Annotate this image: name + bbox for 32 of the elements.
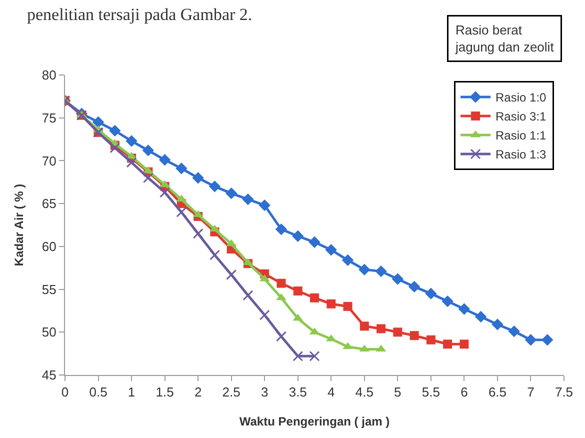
x-tick-label: 4.5 — [355, 384, 374, 400]
x-tick-label: 0.5 — [89, 384, 108, 400]
x-tick-label: 1.5 — [156, 384, 174, 400]
x-tick-label: 5 — [394, 384, 402, 400]
y-tick-label: 75 — [42, 110, 56, 126]
legend-label: Rasio 1:1 — [496, 128, 547, 143]
x-tick-label: 6 — [460, 384, 468, 400]
x-tick-label: 7 — [527, 384, 534, 400]
y-axis-title: Kadar Air ( % ) — [12, 184, 26, 266]
legend-title: Rasio berat jagung dan zeolit — [454, 22, 554, 54]
y-tick-label: 80 — [42, 68, 56, 83]
x-tick-label: 2 — [194, 384, 202, 400]
x-tick-label: 5.5 — [422, 384, 440, 400]
x-tick-label: 6.5 — [488, 384, 507, 400]
y-tick-label: 70 — [42, 153, 56, 168]
x-tick-label: 0 — [61, 384, 69, 400]
legend-label: Rasio 3:1 — [496, 110, 547, 124]
x-tick-label: 2.5 — [222, 384, 240, 400]
text: penelitian tersaji pada Gambar 2. — [27, 5, 252, 24]
y-tick-label: 45 — [42, 368, 56, 383]
legend-label: Rasio 1:3 — [496, 148, 547, 162]
x-tick-label: 3.5 — [288, 384, 307, 400]
x-axis-title: Waktu Pengeringan ( jam ) — [239, 414, 390, 428]
x-tick-label: 3 — [260, 384, 268, 400]
y-tick-label: 55 — [42, 282, 56, 297]
legend-label: Rasio 1:0 — [496, 90, 547, 105]
x-tick-label: 4 — [328, 384, 335, 400]
x-tick-label: 1 — [128, 384, 136, 400]
y-tick-label: 65 — [42, 196, 56, 212]
y-tick-label: 50 — [42, 324, 56, 340]
x-tick-label: 7.5 — [554, 384, 574, 400]
y-tick-label: 60 — [42, 238, 56, 254]
